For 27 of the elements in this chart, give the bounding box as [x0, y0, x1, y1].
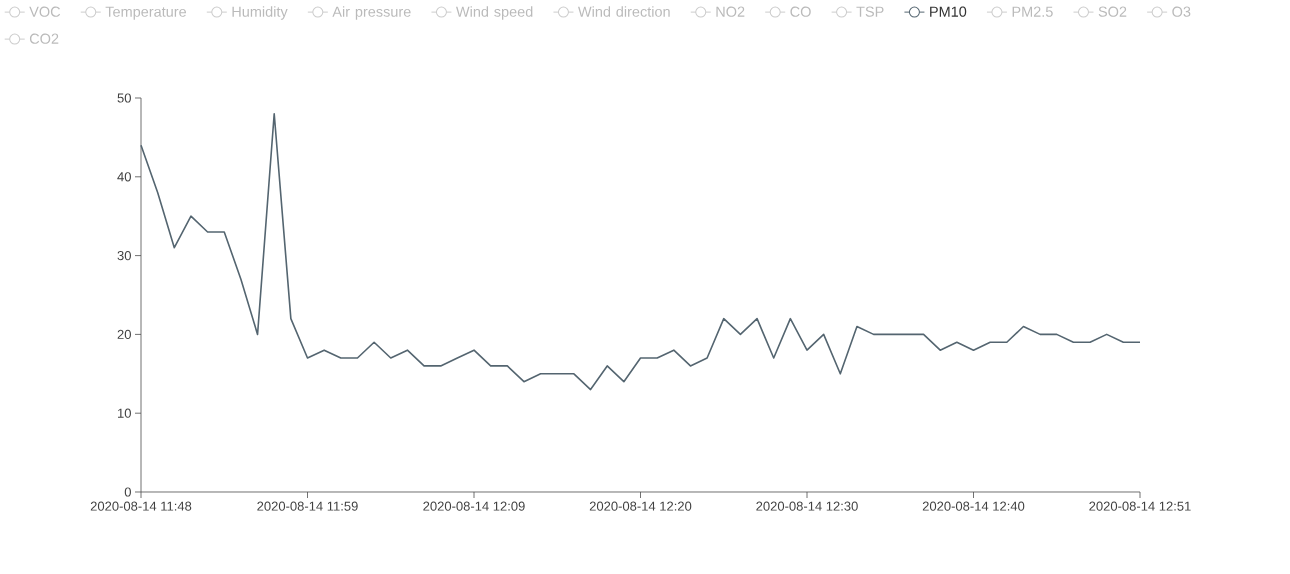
legend-label: TSP	[856, 6, 884, 17]
y-tick-label: 40	[117, 172, 131, 182]
legend-label: PM2.5	[1012, 6, 1053, 17]
y-tick-label: 20	[117, 329, 131, 339]
x-tick-label: 2020-08-14 12:51	[1089, 501, 1191, 511]
legend-label: NO2	[716, 6, 745, 17]
legend-label: CO2	[29, 33, 59, 44]
legend-label: Wind direction	[578, 6, 670, 17]
y-tick-label: 10	[118, 408, 131, 418]
x-tick-label: 2020-08-14 11:48	[90, 501, 192, 511]
legend-label: Humidity	[232, 6, 288, 20]
legend-label: O3	[1172, 6, 1191, 17]
x-tick-label: 2020-08-14 12:20	[589, 501, 692, 511]
legend-label: VOC	[29, 6, 61, 17]
y-tick-label: 0	[124, 487, 131, 497]
x-tick-label: 2020-08-14 11:59	[257, 501, 358, 511]
x-tick-label: 2020-08-14 12:40	[922, 501, 1025, 511]
y-tick-label: 50	[117, 93, 131, 103]
legend-label: PM10	[930, 6, 967, 17]
y-tick-label: 30	[117, 250, 131, 261]
legend-label: SO2	[1098, 6, 1127, 17]
legend-label: Temperature	[105, 6, 187, 20]
legend-label: CO	[790, 6, 811, 17]
legend-label: Wind speed	[456, 6, 533, 20]
x-tick-label: 2020-08-14 12:09	[423, 501, 525, 511]
x-tick-label: 2020-08-14 12:30	[756, 501, 858, 511]
legend-label: Air pressure	[332, 6, 411, 20]
